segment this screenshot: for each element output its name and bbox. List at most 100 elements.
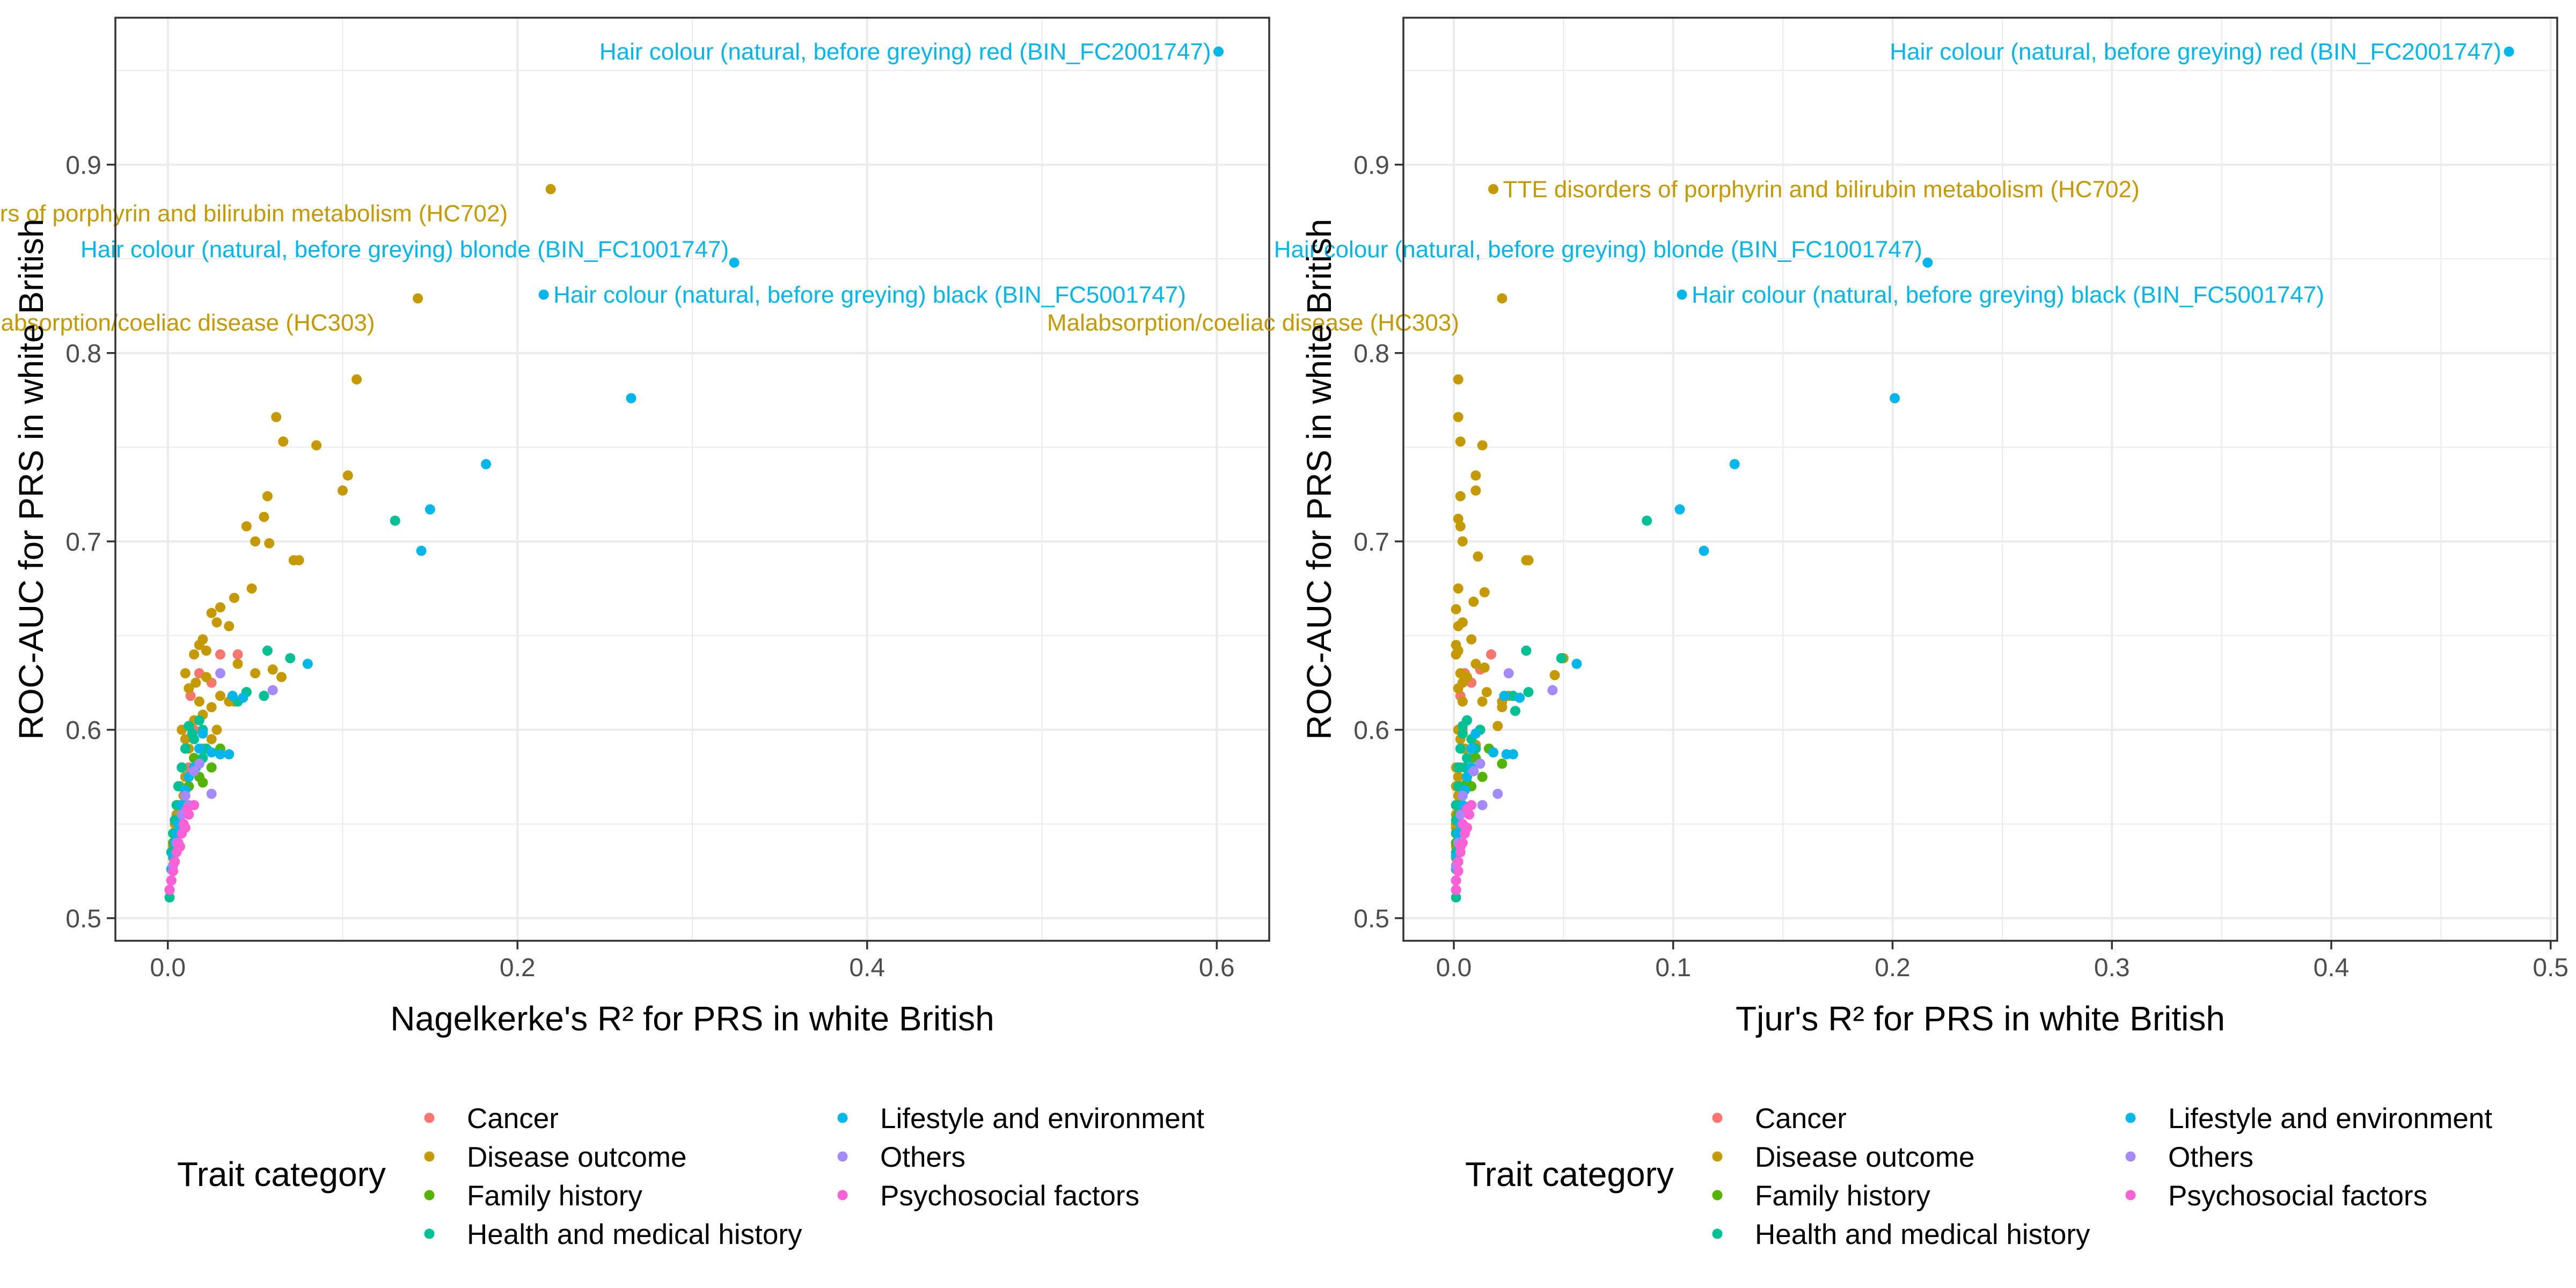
data-point: [241, 521, 252, 532]
data-point: [224, 621, 235, 632]
data-point: [194, 743, 204, 754]
legend-label: Cancer: [467, 1103, 559, 1135]
data-point: [1453, 772, 1463, 782]
legend-item: Lifestyle and environment: [2125, 1103, 2492, 1135]
point-annotation: Hair colour (natural, before greying) bl…: [1274, 236, 1922, 262]
data-point: [285, 653, 296, 663]
x-tick-label: 0.4: [2314, 954, 2350, 982]
data-point: [1510, 706, 1520, 716]
data-point: [1453, 645, 1463, 656]
legend-key: [2125, 1151, 2136, 1162]
legend-label: Lifestyle and environment: [2168, 1103, 2492, 1135]
data-point: [626, 393, 636, 404]
legend-label: Health and medical history: [467, 1219, 802, 1250]
legend-label: Psychosocial factors: [880, 1180, 1139, 1212]
data-point: [177, 828, 187, 839]
data-point: [189, 649, 200, 660]
legend: Trait category Cancer Disease outcome Famil…: [1465, 1103, 2492, 1250]
point-annotation: Malabsorption/coeliac disease (HC303): [0, 310, 375, 336]
data-point: [215, 602, 225, 613]
y-tick-label: 0.5: [1353, 905, 1389, 933]
data-point: [206, 702, 217, 713]
data-point: [1890, 393, 1900, 404]
data-point: [180, 743, 191, 754]
data-point: [1475, 758, 1485, 769]
grid-lines: [1403, 18, 2557, 941]
data-point: [189, 766, 200, 777]
legend-key: [1712, 1151, 1723, 1162]
data-point: [1521, 645, 1532, 656]
data-point: [184, 683, 194, 694]
data-point: [1455, 743, 1466, 754]
legend-key: [1712, 1228, 1723, 1239]
legend-label: Lifestyle and environment: [880, 1103, 1204, 1135]
data-point: [1556, 653, 1567, 663]
x-axis-ticks: 0.0 0.1 0.2 0.3 0.4 0.5: [1436, 941, 2568, 982]
data-point: [1677, 289, 1687, 300]
x-tick-label: 0.4: [849, 954, 885, 982]
legend-item: Disease outcome: [1712, 1141, 1974, 1173]
data-point: [1501, 749, 1512, 759]
data-point: [481, 459, 492, 470]
data-point: [267, 664, 278, 675]
legend-item: Family history: [424, 1180, 642, 1212]
data-point: [1451, 604, 1461, 614]
data-point: [1462, 803, 1473, 814]
data-point: [180, 791, 191, 801]
data-point: [1488, 184, 1499, 194]
legend-key: [837, 1113, 848, 1123]
data-point: [2504, 46, 2514, 57]
y-tick-label: 0.6: [1353, 716, 1389, 745]
data-point: [390, 515, 400, 526]
legend-key: [837, 1190, 848, 1201]
data-point: [211, 617, 222, 628]
data-point: [1642, 515, 1652, 526]
y-axis-ticks: 0.5 0.6 0.7 0.8 0.9: [1353, 151, 1403, 933]
data-point: [538, 289, 549, 300]
data-point: [1453, 583, 1463, 594]
data-point: [187, 728, 197, 739]
y-axis-title: ROC-AUC for PRS in white British: [1300, 219, 1338, 740]
data-point: [413, 293, 423, 304]
legend-title: Trait category: [177, 1155, 386, 1194]
legend-label: Family history: [1755, 1180, 1930, 1212]
y-axis-ticks: 0.5 0.6 0.7 0.8 0.9: [65, 151, 115, 933]
data-point: [1485, 649, 1496, 660]
data-point: [246, 583, 257, 594]
legend-key: [424, 1151, 435, 1162]
data-point: [215, 649, 225, 660]
data-point: [1453, 866, 1463, 876]
data-point: [352, 374, 362, 385]
data-point: [1492, 788, 1503, 799]
x-tick-label: 0.5: [2533, 954, 2568, 982]
point-annotation: Hair colour (natural, before greying) bl…: [1692, 282, 2324, 308]
legend-label: Psychosocial factors: [2168, 1180, 2427, 1212]
legend-item: Lifestyle and environment: [837, 1103, 1204, 1135]
data-point: [425, 504, 435, 515]
point-annotations: Hair colour (natural, before greying) re…: [0, 39, 1211, 336]
data-point: [164, 892, 175, 903]
data-point: [259, 511, 269, 522]
data-point: [178, 818, 189, 829]
x-tick-label: 0.1: [1655, 954, 1691, 982]
data-point: [262, 491, 273, 502]
data-point: [1453, 621, 1463, 632]
legend-item: Others: [2125, 1141, 2253, 1173]
data-point: [1571, 658, 1582, 669]
legend-item: Family history: [1712, 1180, 1930, 1212]
data-point: [1547, 685, 1558, 696]
data-point: [1477, 440, 1488, 451]
point-annotation: Malabsorption/coeliac disease (HC303): [1047, 310, 1459, 336]
data-point: [215, 691, 225, 701]
point-annotation: Hair colour (natural, before greying) bl…: [553, 282, 1186, 308]
data-point: [1459, 828, 1470, 839]
data-point: [166, 875, 177, 886]
panel-tjur: Hair colour (natural, before greying) re…: [1047, 17, 2568, 1250]
data-point: [180, 734, 191, 744]
legend-label: Cancer: [1755, 1103, 1847, 1135]
legend-label: Family history: [467, 1180, 642, 1212]
x-axis-ticks: 0.0 0.2 0.4 0.6: [150, 941, 1235, 982]
data-point: [232, 658, 243, 669]
x-tick-label: 0.0: [150, 954, 186, 982]
x-tick-label: 0.2: [500, 954, 536, 982]
